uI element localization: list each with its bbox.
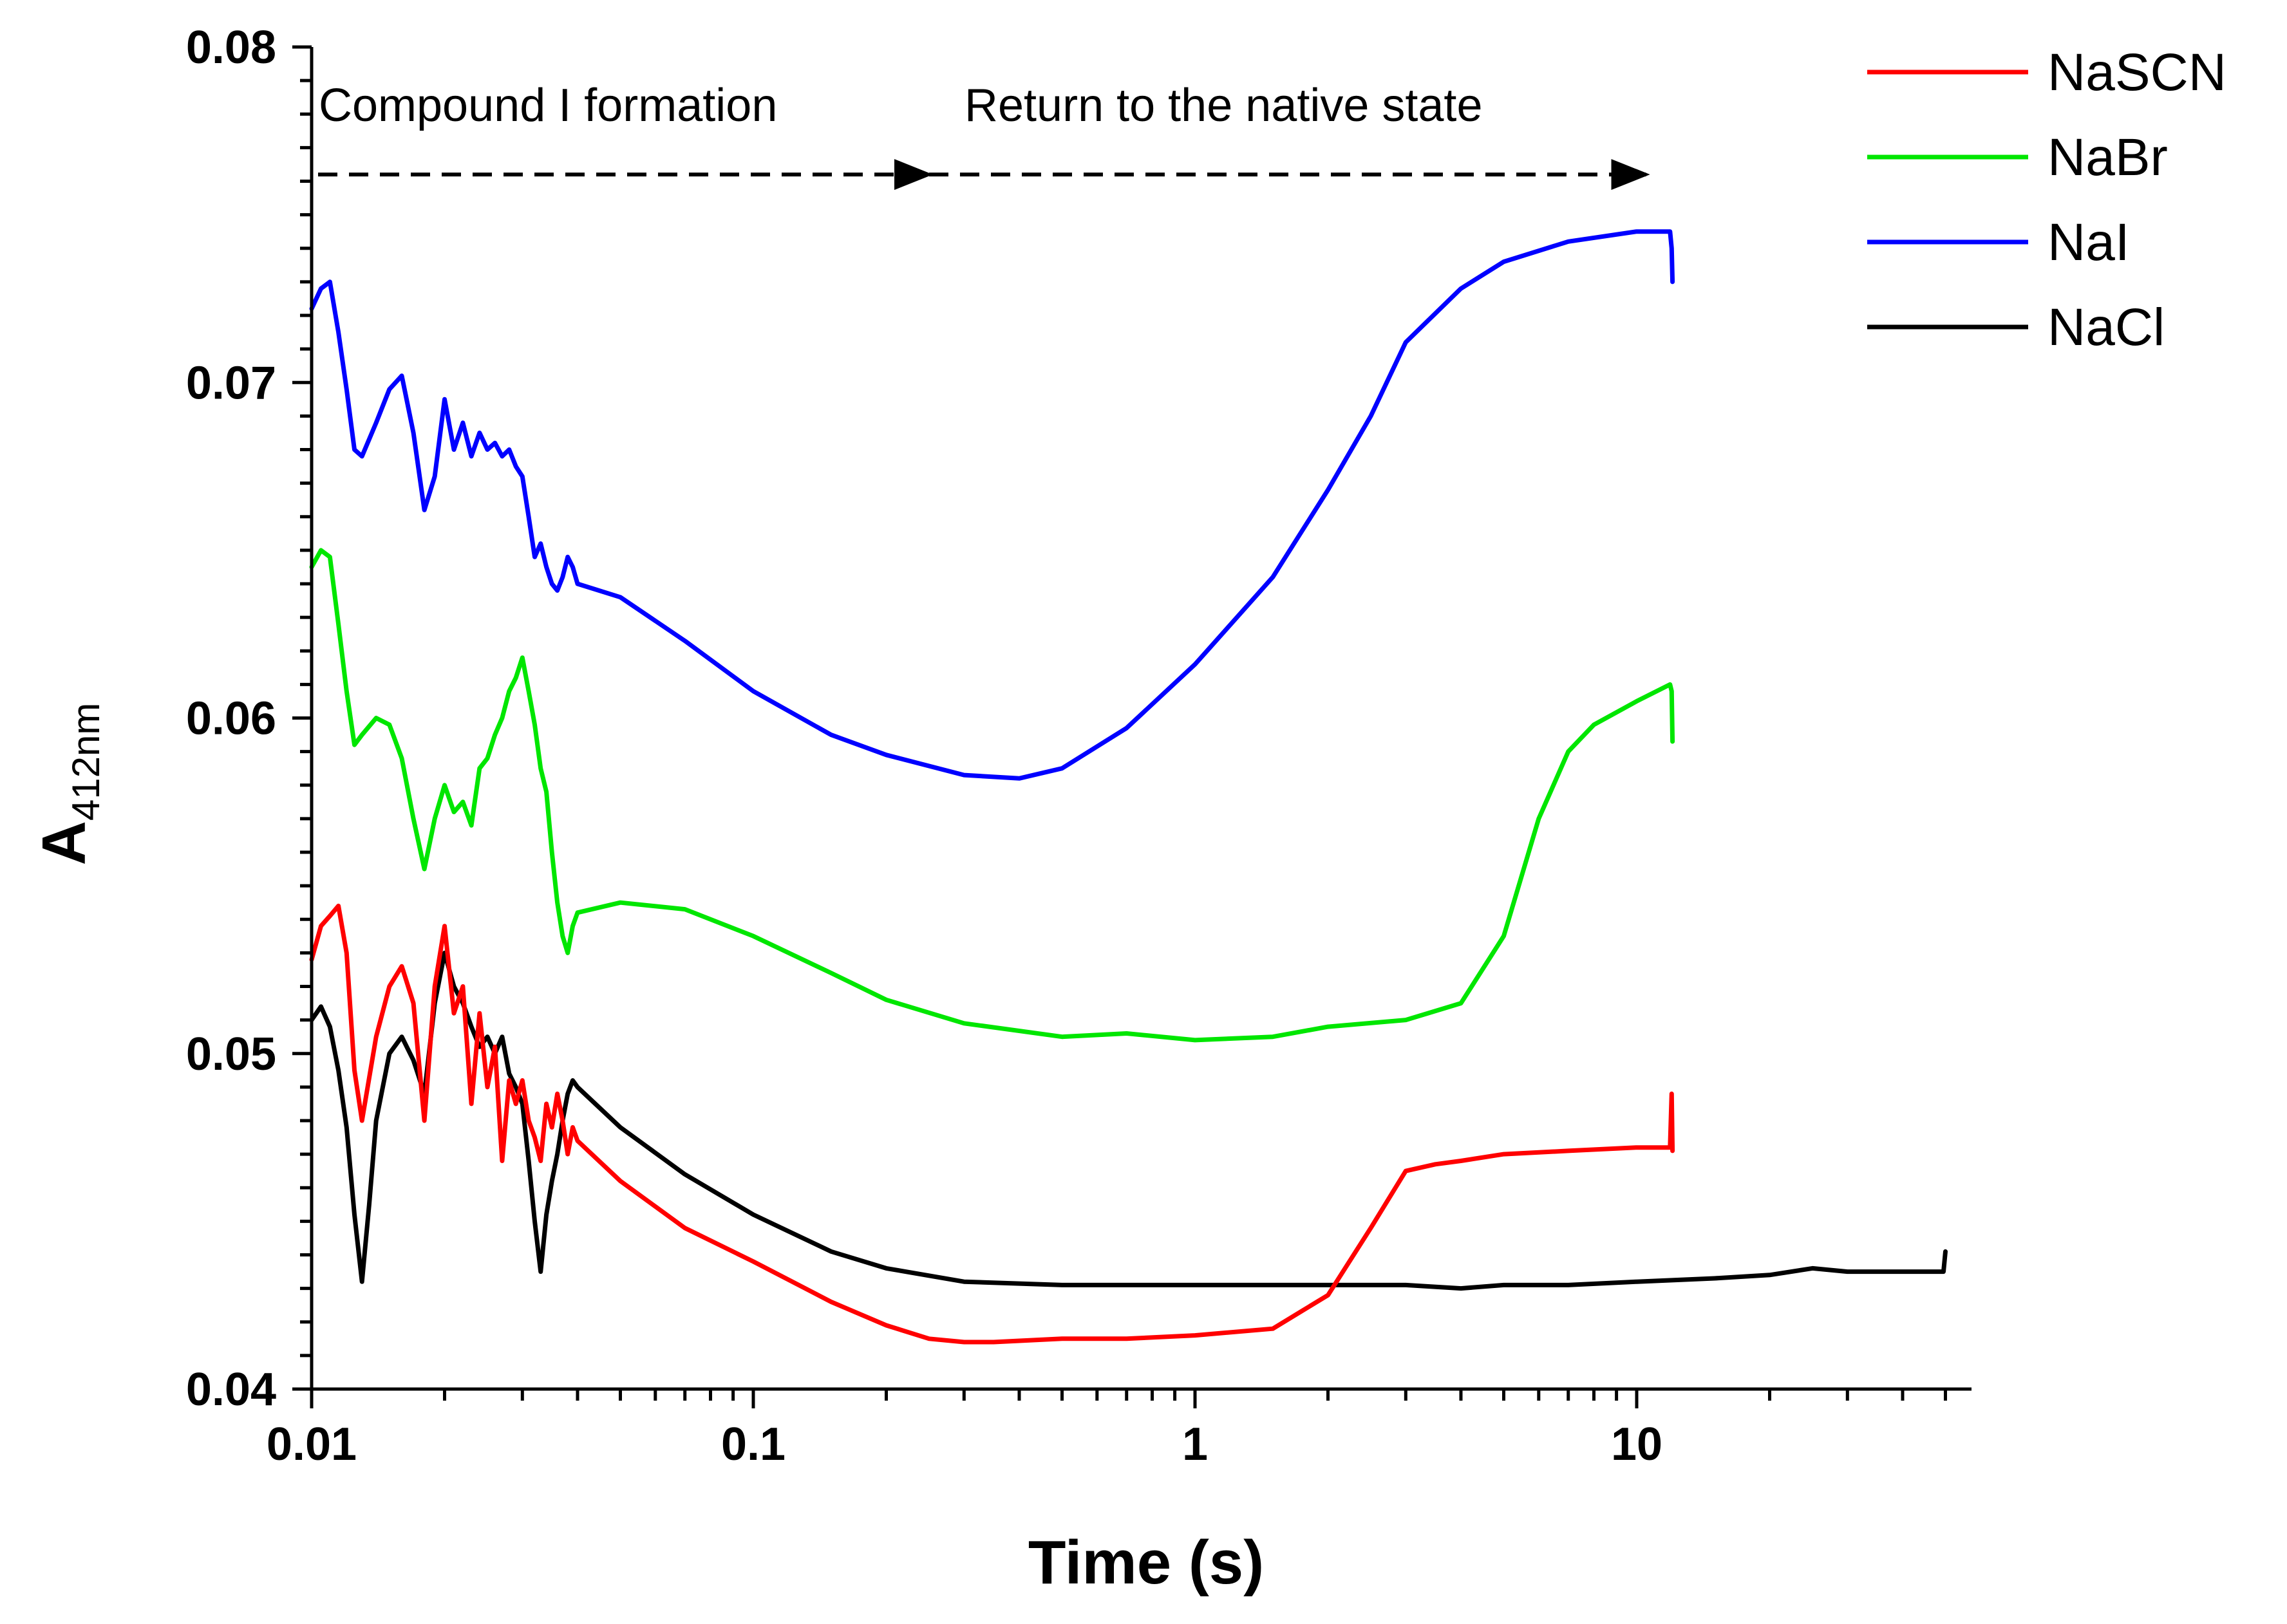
y-axis-title-main: A [30,821,99,865]
legend-label-nascn: NaSCN [2047,43,2226,102]
series-line-nabr [309,548,1675,1043]
y-axis-title-sub: 412nm [64,703,108,821]
annotation-compound-formation: Compound I formation [319,80,777,131]
x-ticks: 0.01 0.1 1 10 [267,1389,1947,1470]
annotations: Compound I formation Return to the nativ… [318,80,1650,191]
series-line-nascn [309,903,1675,1345]
x-axis-title: Time (s) [1028,1528,1264,1597]
annotation-return-native: Return to the native state [965,80,1482,131]
series-line-nacl [309,950,1948,1291]
x-tick-label: 1 [1182,1419,1208,1470]
y-tick-label: 0.06 [186,693,276,745]
y-ticks: 0.04 0.05 0.06 0.07 0.08 [186,22,312,1415]
plot-series [309,229,1948,1345]
legend: NaSCN NaBr NaI NaCl [1867,43,2226,357]
x-tick-label: 10 [1611,1419,1662,1470]
y-tick-label: 0.08 [186,22,276,73]
y-tick-label: 0.05 [186,1029,276,1080]
y-tick-label: 0.04 [186,1364,276,1415]
y-tick-label: 0.07 [186,357,276,409]
legend-label-nai: NaI [2047,213,2130,272]
x-tick-label: 0.1 [721,1419,786,1470]
series-line-nai [309,229,1675,781]
y-axis-title: A412nm [30,703,108,866]
legend-label-nacl: NaCl [2047,298,2165,357]
x-tick-label: 0.01 [267,1419,357,1470]
legend-label-nabr: NaBr [2047,128,2168,187]
